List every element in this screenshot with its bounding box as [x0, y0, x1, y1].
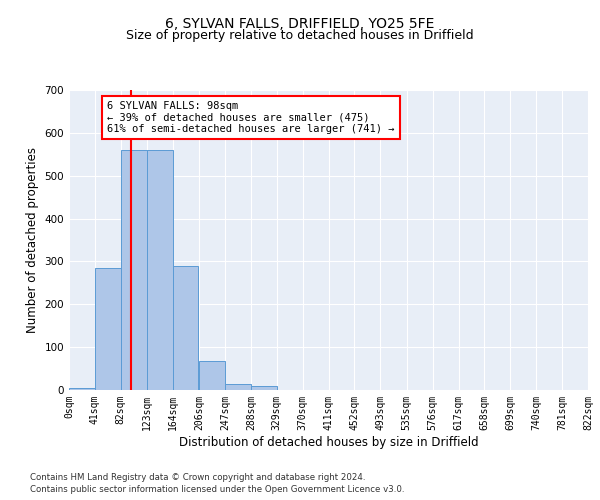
Text: 6, SYLVAN FALLS, DRIFFIELD, YO25 5FE: 6, SYLVAN FALLS, DRIFFIELD, YO25 5FE — [166, 18, 434, 32]
Bar — [251, 386, 277, 390]
Bar — [121, 150, 146, 390]
X-axis label: Distribution of detached houses by size in Driffield: Distribution of detached houses by size … — [179, 436, 478, 448]
Bar — [95, 268, 121, 390]
Bar — [199, 361, 225, 390]
Bar — [173, 266, 199, 390]
Text: Size of property relative to detached houses in Driffield: Size of property relative to detached ho… — [126, 29, 474, 42]
Text: Contains public sector information licensed under the Open Government Licence v3: Contains public sector information licen… — [30, 485, 404, 494]
Bar — [225, 384, 251, 390]
Text: Contains HM Land Registry data © Crown copyright and database right 2024.: Contains HM Land Registry data © Crown c… — [30, 472, 365, 482]
Bar — [69, 388, 95, 390]
Bar — [146, 150, 173, 390]
Text: 6 SYLVAN FALLS: 98sqm
← 39% of detached houses are smaller (475)
61% of semi-det: 6 SYLVAN FALLS: 98sqm ← 39% of detached … — [107, 100, 394, 134]
Y-axis label: Number of detached properties: Number of detached properties — [26, 147, 39, 333]
